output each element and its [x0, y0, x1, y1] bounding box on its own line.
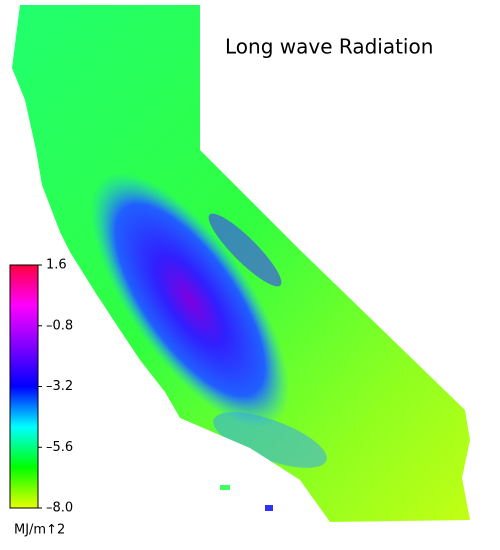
map-title: Long wave Radiation [225, 35, 433, 59]
colorbar-tick-label: –3.2 [46, 379, 73, 394]
colorbar-tick-label: 1.6 [46, 258, 67, 273]
colorbar-unit: MJ/m↑2 [14, 523, 65, 538]
colorbar-tick-label: –0.8 [46, 318, 73, 333]
colorbar-tick-label: –5.6 [46, 440, 73, 455]
colorbar [9, 264, 39, 509]
colorbar-tick-label: –8.0 [46, 501, 73, 516]
